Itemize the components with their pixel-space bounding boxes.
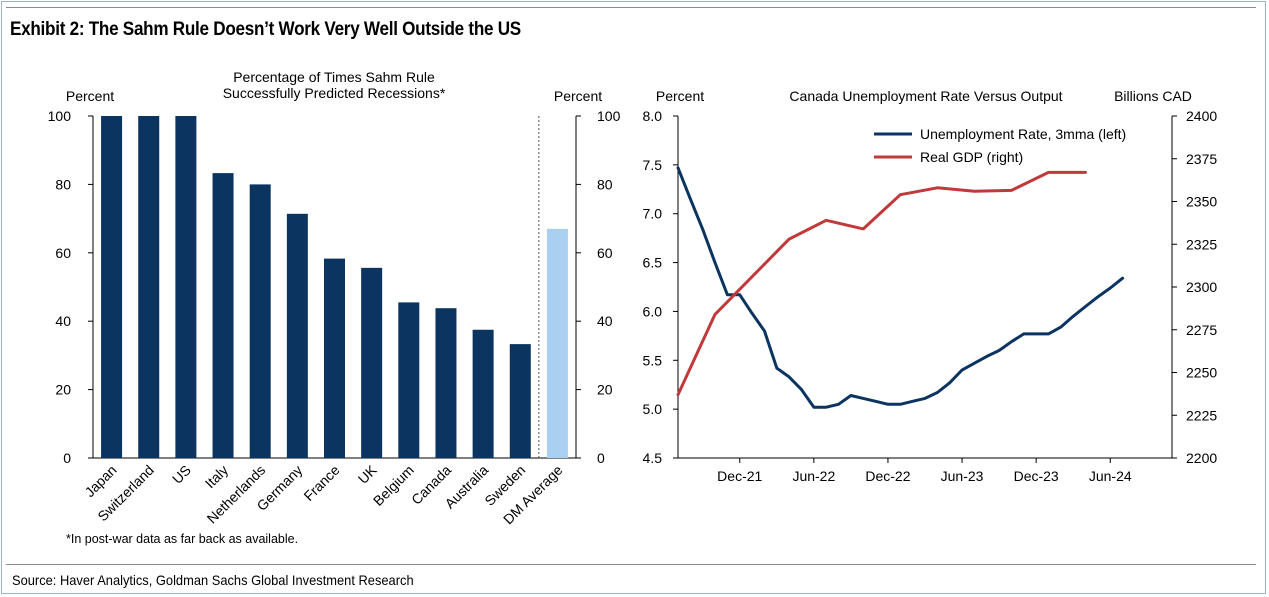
- line-x-tick-label: Dec-21: [717, 468, 762, 484]
- series-line-unemployment: [676, 166, 1125, 409]
- bar-footnote: *In post-war data as far back as availab…: [66, 532, 298, 546]
- bar-right-tick-label: 80: [597, 176, 613, 192]
- bar-right-tick-label: 100: [597, 108, 621, 124]
- bar-sweden: [509, 344, 531, 458]
- line-right-tick-label: 2250: [1186, 365, 1217, 381]
- line-right-tick-label: 2325: [1186, 236, 1217, 252]
- line-right-tick-label: 2400: [1186, 108, 1217, 124]
- bar-germany: [286, 213, 308, 458]
- source-note: Source: Haver Analytics, Goldman Sachs G…: [12, 572, 414, 588]
- line-right-tick-label: 2200: [1186, 450, 1217, 466]
- line-right-tick-label: 2350: [1186, 194, 1217, 210]
- bar-right-tick-label: 40: [597, 313, 613, 329]
- bar-left-tick-label: 80: [55, 176, 71, 192]
- exhibit-title: Exhibit 2: The Sahm Rule Doesn’t Work Ve…: [10, 19, 521, 40]
- bar-italy: [212, 173, 234, 458]
- line-left-tick-label: 5.0: [643, 401, 663, 417]
- line-right-tick-label: 2375: [1186, 151, 1217, 167]
- bottom-rule: [6, 564, 1256, 565]
- series-line-real-gdp: [676, 170, 1087, 397]
- line-left-tick-label: 7.0: [643, 206, 663, 222]
- bar-right-tick-label: 20: [597, 382, 613, 398]
- top-rule: [6, 7, 1256, 8]
- bar-chart-title-line: Successfully Predicted Recessions*: [223, 85, 446, 101]
- bar-switzerland: [138, 116, 160, 458]
- bar-uk: [361, 267, 383, 458]
- bar-france: [324, 258, 345, 458]
- bar-left-tick-label: 100: [48, 108, 72, 124]
- line-left-tick-label: 5.5: [643, 352, 663, 368]
- line-right-axis-label: Billions CAD: [1114, 88, 1192, 104]
- bar-right-tick-label: 0: [597, 450, 605, 466]
- line-left-tick-label: 8.0: [643, 108, 663, 124]
- bar-japan: [101, 116, 123, 458]
- line-left-tick-label: 6.0: [643, 303, 663, 319]
- line-x-tick-label: Jun-23: [941, 468, 984, 484]
- legend-label: Unemployment Rate, 3mma (left): [920, 126, 1126, 142]
- bar-left-tick-label: 20: [55, 382, 71, 398]
- line-x-tick-label: Dec-22: [865, 468, 910, 484]
- bar-left-tick-label: 60: [55, 245, 71, 261]
- line-x-tick-label: Dec-23: [1014, 468, 1059, 484]
- bar-left-tick-label: 40: [55, 313, 71, 329]
- bar-australia: [472, 329, 494, 458]
- line-chart-title: Canada Unemployment Rate Versus Output: [789, 88, 1062, 104]
- line-right-tick-label: 2225: [1186, 407, 1217, 423]
- line-left-tick-label: 6.5: [643, 255, 663, 271]
- bar-left-axis-label: Percent: [66, 88, 114, 104]
- legend-label: Real GDP (right): [920, 149, 1023, 165]
- line-right-tick-label: 2275: [1186, 322, 1217, 338]
- line-left-tick-label: 4.5: [643, 450, 663, 466]
- bar-chart-title-line: Percentage of Times Sahm Rule: [233, 69, 435, 85]
- bar-right-tick-label: 60: [597, 245, 613, 261]
- bar-right-axis-label: Percent: [554, 88, 602, 104]
- bar-canada: [435, 308, 457, 458]
- bar-belgium: [398, 302, 420, 458]
- line-left-axis-label: Percent: [656, 88, 704, 104]
- bar-us: [175, 116, 197, 458]
- line-x-tick-label: Jun-24: [1089, 468, 1132, 484]
- line-left-tick-label: 7.5: [643, 157, 663, 173]
- bar-netherlands: [249, 184, 271, 458]
- bar-left-tick-label: 0: [63, 450, 71, 466]
- bar-dm-average: [546, 228, 568, 458]
- line-right-tick-label: 2300: [1186, 279, 1217, 295]
- line-x-tick-label: Jun-22: [792, 468, 835, 484]
